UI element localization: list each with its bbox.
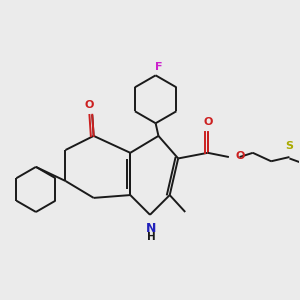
Text: S: S bbox=[285, 141, 293, 152]
Text: O: O bbox=[85, 100, 94, 110]
Text: H: H bbox=[147, 232, 156, 242]
Text: N: N bbox=[146, 222, 157, 235]
Text: F: F bbox=[155, 62, 162, 72]
Text: O: O bbox=[235, 151, 244, 160]
Text: O: O bbox=[203, 117, 212, 127]
